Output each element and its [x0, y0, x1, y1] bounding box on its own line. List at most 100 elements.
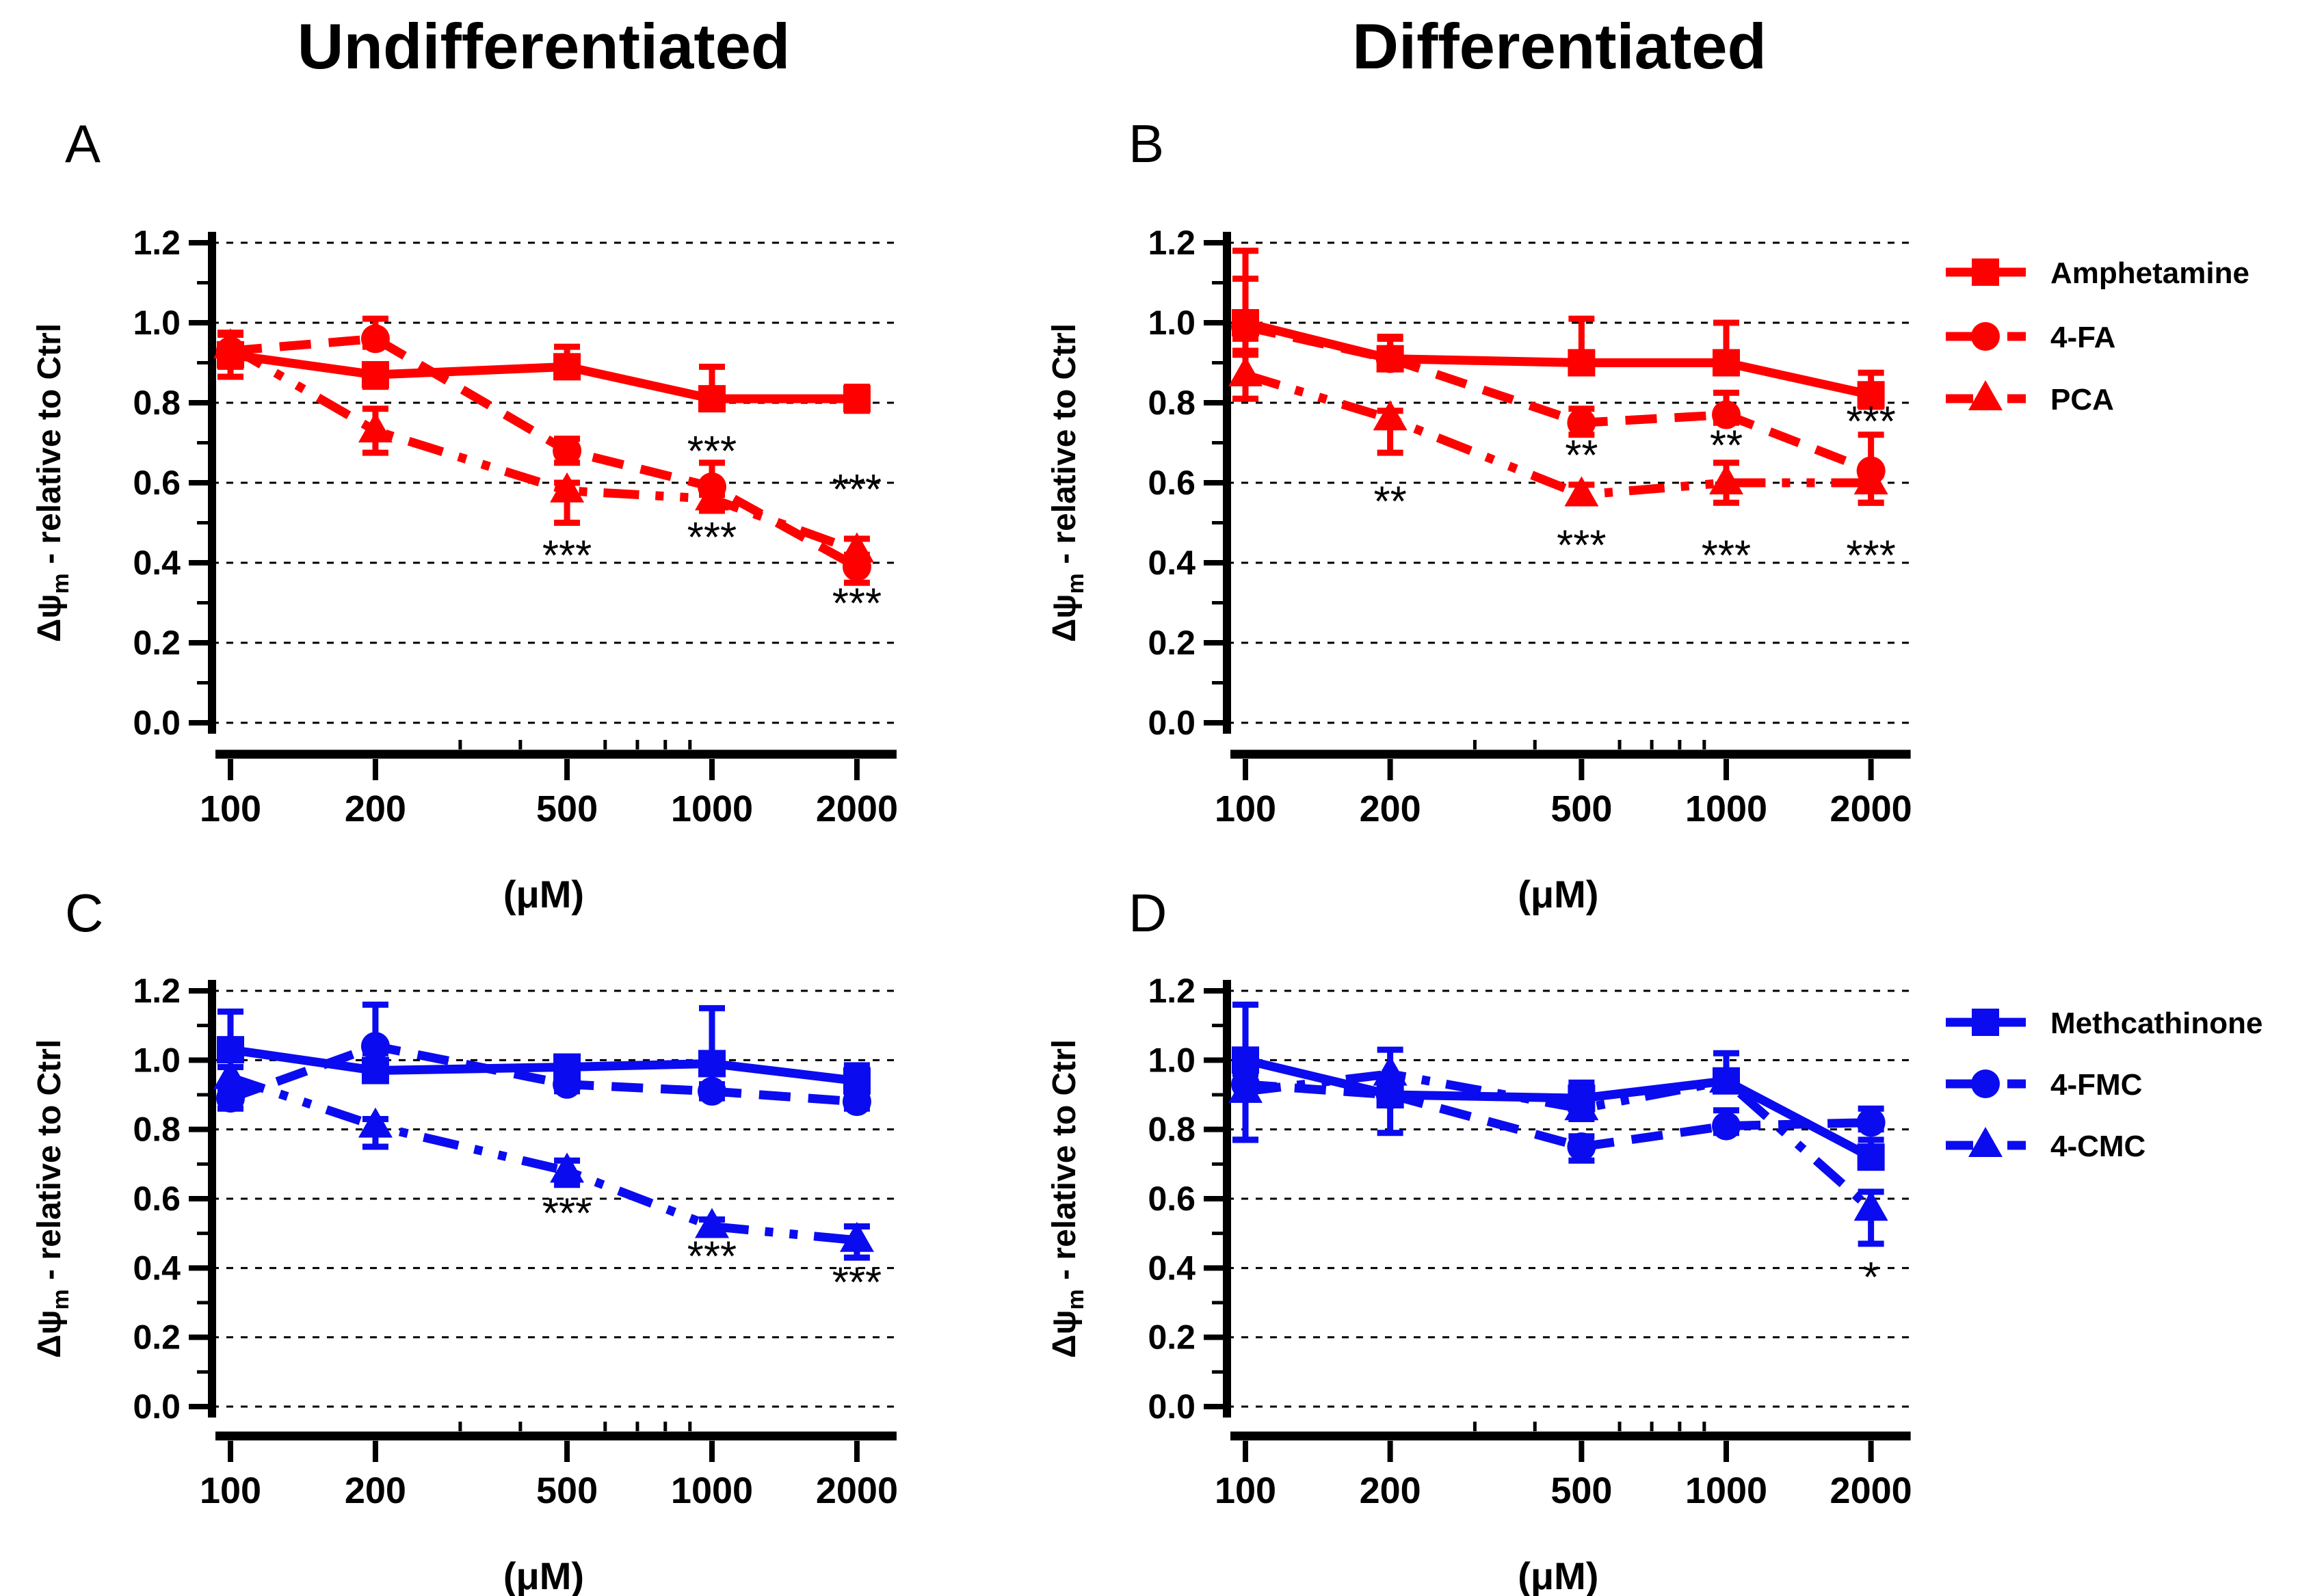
legend-panel-D: Methcathinone 4-FMC 4-CMC [1946, 1007, 2262, 1163]
legend-item-4-FMC: 4-FMC [1946, 1068, 2142, 1102]
marker-circle [1567, 408, 1596, 438]
marker-triangle [550, 1152, 585, 1183]
x-axis: 100 200 500 1000 2000 [200, 740, 898, 829]
marker-square [553, 353, 581, 381]
marker-triangle [695, 1208, 729, 1238]
significance-stars: ****************** [1373, 398, 1895, 579]
y-tick-label: 0.2 [133, 624, 181, 662]
significance-label: *** [687, 1234, 737, 1281]
y-tick-label: 1.2 [133, 972, 181, 1010]
legend-item-PCA: PCA [1946, 380, 2114, 416]
x-tick-label: 200 [1360, 1470, 1421, 1511]
marker-square [698, 385, 726, 413]
y-tick-label: 1.0 [1148, 304, 1196, 342]
series-markers-Amphetamine [217, 341, 871, 413]
x-axis: 100 200 500 1000 2000 [1215, 740, 1912, 829]
legend-item-Amphetamine: Amphetamine [1946, 256, 2249, 290]
y-axis-title: Δψm - relative to Ctrl [1046, 323, 1089, 642]
significance-label: *** [542, 1190, 592, 1237]
legend-marker-square [1972, 1009, 1999, 1036]
marker-circle [360, 324, 390, 354]
significance-label: *** [687, 514, 737, 561]
series-line-4-CMC [228, 1073, 858, 1245]
y-tick-label: 0.4 [1148, 1249, 1196, 1287]
x-tick-label: 1000 [1685, 788, 1767, 829]
x-axis: 100 200 500 1000 2000 [200, 1422, 898, 1511]
x-tick-label: 200 [1360, 788, 1421, 829]
marker-square [1713, 349, 1740, 377]
significance-label: ** [1710, 422, 1743, 469]
series-markers-4-FA [1231, 312, 1886, 486]
marker-triangle [1373, 1055, 1408, 1086]
x-tick-label: 1000 [671, 788, 753, 829]
marker-square [1568, 349, 1596, 377]
marker-circle [553, 436, 582, 466]
x-tick-label: 2000 [816, 1470, 898, 1511]
y-axis-title: Δψm - relative to Ctrl [31, 1039, 74, 1358]
gridlines [1227, 989, 1911, 1408]
x-tick-label: 100 [200, 788, 261, 829]
significance-label: *** [1846, 398, 1895, 445]
marker-triangle [1373, 400, 1408, 431]
significance-label: *** [1846, 532, 1895, 579]
panel-letter-c: C [65, 883, 104, 943]
significance-label: *** [832, 581, 882, 628]
legend-label: 4-FMC [2050, 1068, 2142, 1102]
marker-circle [1231, 312, 1260, 341]
series-markers-PCA [213, 328, 874, 563]
marker-square [361, 1056, 389, 1085]
marker-triangle [1853, 464, 1888, 494]
marker-circle [360, 1032, 390, 1061]
x-tick-label: 2000 [1830, 788, 1912, 829]
marker-square [698, 1050, 726, 1078]
legend-item-4-FA: 4-FA [1946, 321, 2115, 354]
significance-stars: *** *** *** *** *** [542, 428, 882, 627]
y-tick-label: 0.4 [133, 544, 181, 582]
panel-A-chart: 0.0 0.2 0.4 0.6 0.8 1.0 1.2 Δψm - relative to C… [31, 224, 898, 916]
y-axis: 0.0 0.2 0.4 0.6 0.8 1.0 1.2 [1148, 224, 1231, 742]
y-tick-label: 1.2 [1148, 972, 1196, 1010]
x-axis-title: (μM) [503, 873, 584, 916]
marker-square [1857, 381, 1885, 409]
marker-circle [1567, 1132, 1596, 1161]
x-tick-label: 1000 [671, 1470, 753, 1511]
marker-circle [1712, 400, 1741, 429]
marker-square [1232, 1046, 1259, 1074]
marker-triangle [358, 1107, 393, 1138]
y-tick-label: 0.0 [1148, 704, 1196, 742]
y-tick-label: 0.8 [133, 1110, 181, 1149]
x-tick-label: 1000 [1685, 1470, 1767, 1511]
panel-D-chart: 0.0 0.2 0.4 0.6 0.8 1.0 1.2 Δψm - relative to C… [1046, 972, 1912, 1596]
legend-marker-triangle [1968, 380, 2003, 410]
marker-circle [698, 1076, 726, 1106]
panel-letter-d: D [1128, 883, 1167, 943]
x-tick-label: 500 [536, 788, 598, 829]
panel-letter-b: B [1128, 114, 1165, 174]
x-axis-title: (μM) [1518, 1554, 1598, 1596]
legend-item-Methcathinone: Methcathinone [1946, 1007, 2262, 1040]
y-tick-label: 0.8 [1148, 384, 1196, 422]
y-tick-label: 0.6 [1148, 1180, 1196, 1218]
x-tick-label: 100 [1215, 788, 1276, 829]
marker-circle [1375, 1080, 1405, 1109]
y-axis-title: Δψm - relative to Ctrl [1046, 1039, 1089, 1358]
y-tick-label: 0.4 [1148, 544, 1196, 582]
legend-marker-square [1972, 258, 1999, 286]
marker-circle [1375, 344, 1405, 373]
y-tick-label: 0.6 [133, 464, 181, 502]
errorbars-Amphetamine [1232, 248, 1884, 410]
x-axis: 100 200 500 1000 2000 [1215, 1422, 1912, 1511]
legend-marker-circle [1971, 1069, 2000, 1098]
legend-item-4-CMC: 4-CMC [1946, 1127, 2145, 1163]
y-axis: 0.0 0.2 0.4 0.6 0.8 1.0 1.2 [1148, 972, 1231, 1426]
x-tick-label: 100 [1215, 1470, 1276, 1511]
series-markers-Methcathinone [217, 1036, 871, 1095]
y-axis-title: Δψm - relative to Ctrl [31, 323, 74, 642]
y-tick-label: 0.2 [1148, 624, 1196, 662]
y-tick-label: 1.0 [133, 1041, 181, 1079]
marker-triangle [358, 412, 393, 442]
x-axis-title: (μM) [1518, 873, 1598, 916]
x-axis-title: (μM) [503, 1554, 584, 1596]
